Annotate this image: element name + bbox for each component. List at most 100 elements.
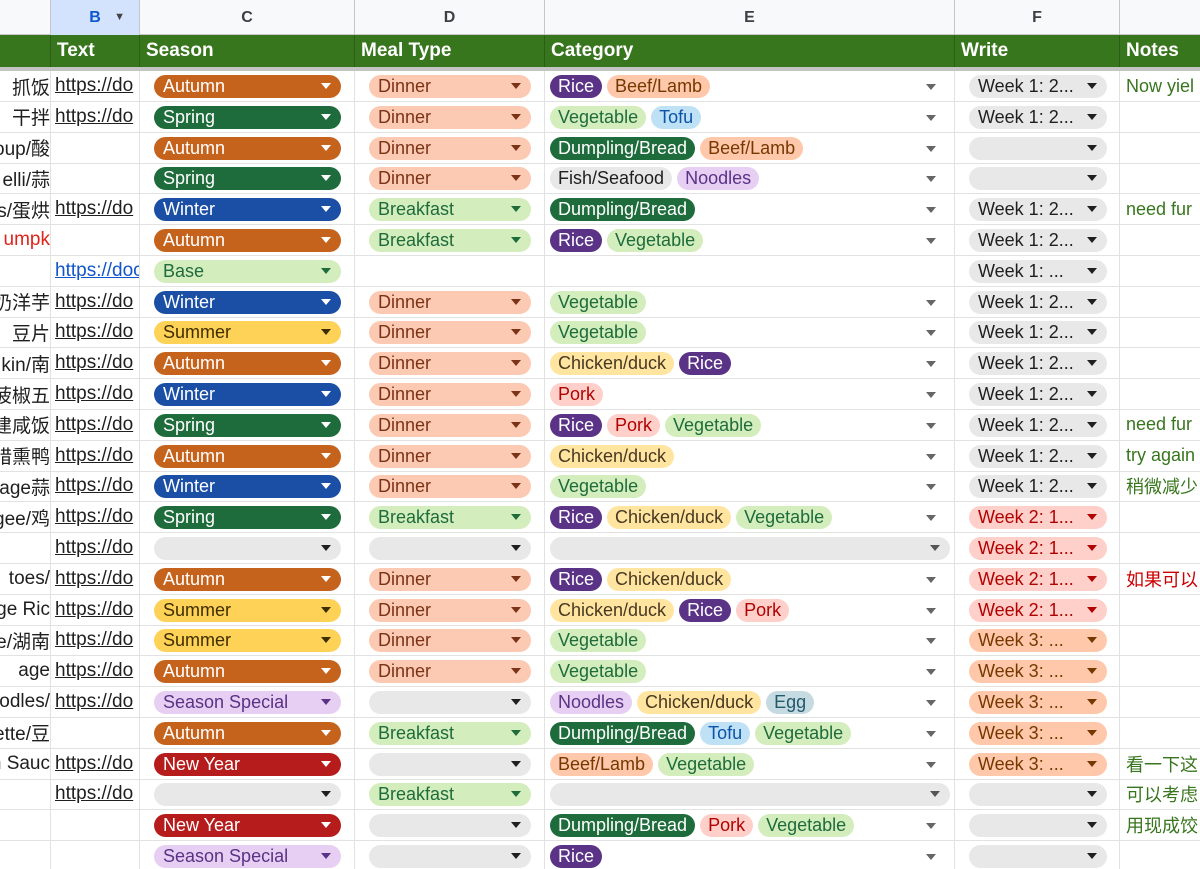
write-cell[interactable]: Week 2: 1...: [955, 502, 1120, 533]
text-cell[interactable]: https://do: [51, 502, 140, 533]
write-cell[interactable]: Week 1: 2...: [955, 348, 1120, 379]
column-e-header[interactable]: E: [545, 0, 955, 35]
title-cell[interactable]: [0, 255, 51, 286]
text-cell[interactable]: https://do: [51, 440, 140, 471]
category-cell[interactable]: Vegetable: [545, 317, 955, 348]
meal-type-dropdown[interactable]: Breakfast: [369, 506, 531, 530]
write-cell[interactable]: Week 2: 1...: [955, 533, 1120, 563]
meal-type-cell[interactable]: Breakfast: [355, 194, 545, 225]
chevron-down-icon[interactable]: [926, 330, 936, 337]
notes-cell[interactable]: 用现成饺: [1120, 810, 1200, 840]
write-dropdown[interactable]: Week 3: ...: [969, 721, 1107, 745]
write-cell[interactable]: Week 1: 2...: [955, 194, 1120, 225]
recipe-link[interactable]: https://doc: [55, 259, 140, 281]
category-chip[interactable]: Vegetable: [658, 752, 755, 776]
chevron-down-icon[interactable]: [926, 700, 936, 706]
category-chip[interactable]: Rice: [550, 75, 603, 98]
text-cell[interactable]: [51, 810, 140, 841]
text-cell[interactable]: https://do: [51, 563, 140, 594]
recipe-link[interactable]: https://do: [55, 783, 134, 805]
meal-type-dropdown[interactable]: Dinner: [369, 75, 531, 98]
meal-type-cell[interactable]: Dinner: [355, 132, 545, 163]
recipe-link[interactable]: https://do: [55, 75, 134, 96]
chevron-down-icon[interactable]: [926, 114, 936, 121]
season-cell[interactable]: Summer: [140, 625, 355, 656]
title-cell[interactable]: odles/: [0, 687, 51, 717]
write-cell[interactable]: [955, 779, 1120, 810]
write-dropdown[interactable]: Week 1: 2...: [969, 229, 1107, 252]
recipe-link[interactable]: https://do: [55, 383, 134, 404]
notes-cell[interactable]: 可以考虑: [1120, 779, 1200, 809]
season-cell[interactable]: Spring: [140, 163, 355, 194]
meal-type-dropdown[interactable]: Dinner: [369, 629, 531, 653]
season-cell[interactable]: Autumn: [140, 71, 355, 101]
category-chip[interactable]: Dumpling/Bread: [550, 721, 696, 745]
recipe-link[interactable]: https://do: [55, 444, 134, 466]
notes-cell[interactable]: [1120, 256, 1200, 286]
write-cell[interactable]: [955, 132, 1120, 163]
write-cell[interactable]: Week 2: 1...: [955, 594, 1120, 625]
meal-type-dropdown[interactable]: Dinner: [369, 444, 531, 468]
season-cell[interactable]: Autumn: [140, 717, 355, 748]
meal-type-cell[interactable]: [355, 687, 545, 717]
column-g-header[interactable]: [1120, 0, 1200, 35]
text-cell[interactable]: [51, 717, 140, 748]
category-chip[interactable]: Vegetable: [665, 413, 762, 437]
category-dropdown[interactable]: [550, 783, 950, 807]
category-chip[interactable]: Rice: [550, 413, 603, 437]
meal-type-cell[interactable]: Dinner: [355, 286, 545, 317]
category-chip[interactable]: Chicken/duck: [607, 567, 732, 591]
season-dropdown[interactable]: Spring: [154, 506, 341, 530]
text-cell[interactable]: https://do: [51, 533, 140, 563]
season-cell[interactable]: Winter: [140, 471, 355, 502]
title-cell[interactable]: [0, 779, 51, 810]
season-cell[interactable]: Summer: [140, 594, 355, 625]
recipe-link[interactable]: https://do: [55, 198, 134, 220]
title-cell[interactable]: umpk: [0, 225, 51, 255]
season-cell[interactable]: Autumn: [140, 348, 355, 379]
season-cell[interactable]: [140, 533, 355, 563]
recipe-link[interactable]: https://do: [55, 475, 134, 497]
meal-type-cell[interactable]: Dinner: [355, 101, 545, 132]
write-cell[interactable]: Week 1: 2...: [955, 471, 1120, 502]
notes-cell[interactable]: [1120, 841, 1200, 869]
category-chip[interactable]: Beef/Lamb: [700, 136, 804, 160]
category-chip[interactable]: Pork: [607, 413, 661, 437]
category-chip[interactable]: Vegetable: [755, 721, 852, 745]
text-cell[interactable]: https://do: [51, 656, 140, 687]
notes-cell[interactable]: [1120, 163, 1200, 193]
category-cell[interactable]: [545, 533, 955, 563]
notes-cell[interactable]: 稍微减少: [1120, 471, 1200, 501]
notes-cell[interactable]: [1120, 502, 1200, 532]
season-cell[interactable]: Base: [140, 255, 355, 286]
category-cell[interactable]: Vegetable: [545, 286, 955, 317]
text-cell[interactable]: https://do: [51, 348, 140, 379]
title-cell[interactable]: 抓饭: [0, 71, 51, 101]
season-dropdown[interactable]: Summer: [154, 321, 341, 345]
column-d-header[interactable]: D: [355, 0, 545, 35]
text-cell[interactable]: https://do: [51, 71, 140, 101]
notes-cell[interactable]: [1120, 348, 1200, 378]
season-cell[interactable]: New Year: [140, 748, 355, 779]
recipe-link[interactable]: https://do: [55, 506, 134, 528]
category-chip[interactable]: Dumpling/Bread: [550, 814, 696, 838]
write-dropdown[interactable]: Week 3: ...: [969, 752, 1107, 776]
season-dropdown[interactable]: Autumn: [154, 721, 341, 745]
write-dropdown[interactable]: Week 1: 2...: [969, 321, 1107, 345]
category-chip[interactable]: Egg: [766, 691, 815, 714]
title-cell[interactable]: [0, 533, 51, 563]
season-dropdown[interactable]: Winter: [154, 383, 341, 406]
write-dropdown[interactable]: Week 1: ...: [969, 259, 1107, 283]
category-chip[interactable]: Rice: [550, 845, 603, 868]
notes-cell[interactable]: need fur: [1120, 410, 1200, 440]
meal-type-cell[interactable]: Dinner: [355, 71, 545, 101]
chevron-down-icon[interactable]: [926, 484, 936, 491]
category-chip[interactable]: Chicken/duck: [637, 691, 762, 714]
meal-type-cell[interactable]: Dinner: [355, 379, 545, 409]
write-dropdown[interactable]: Week 1: 2...: [969, 75, 1107, 98]
category-cell[interactable]: Beef/Lamb Vegetable: [545, 748, 955, 779]
text-cell[interactable]: https://doc: [51, 255, 140, 286]
recipe-link[interactable]: https://do: [55, 321, 134, 343]
meal-type-dropdown[interactable]: Dinner: [369, 290, 531, 314]
title-cell[interactable]: [0, 841, 51, 869]
